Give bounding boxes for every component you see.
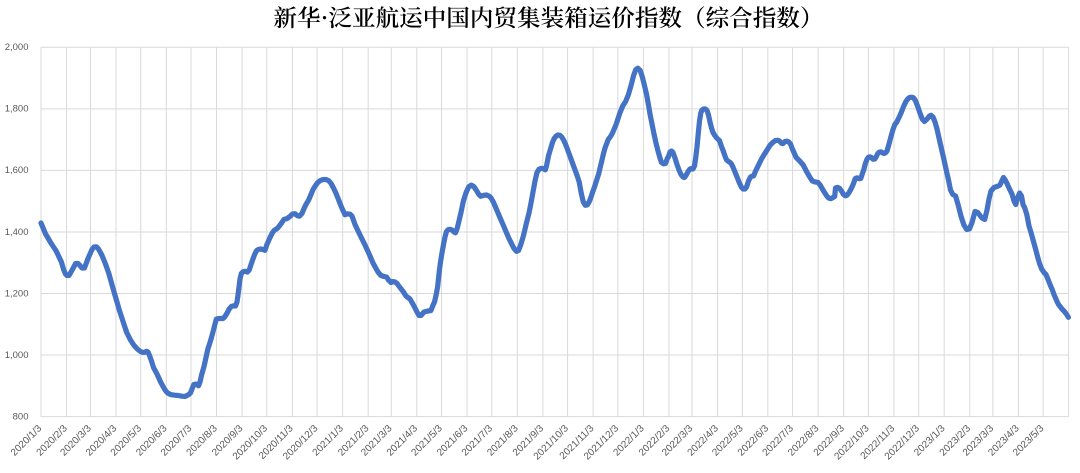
- svg-text:1,800: 1,800: [5, 104, 29, 115]
- svg-text:1,000: 1,000: [5, 350, 29, 361]
- svg-text:800: 800: [13, 411, 29, 422]
- svg-text:2,000: 2,000: [5, 42, 29, 53]
- svg-text:1,200: 1,200: [5, 288, 29, 299]
- svg-text:1,600: 1,600: [5, 165, 29, 176]
- svg-text:1,400: 1,400: [5, 227, 29, 238]
